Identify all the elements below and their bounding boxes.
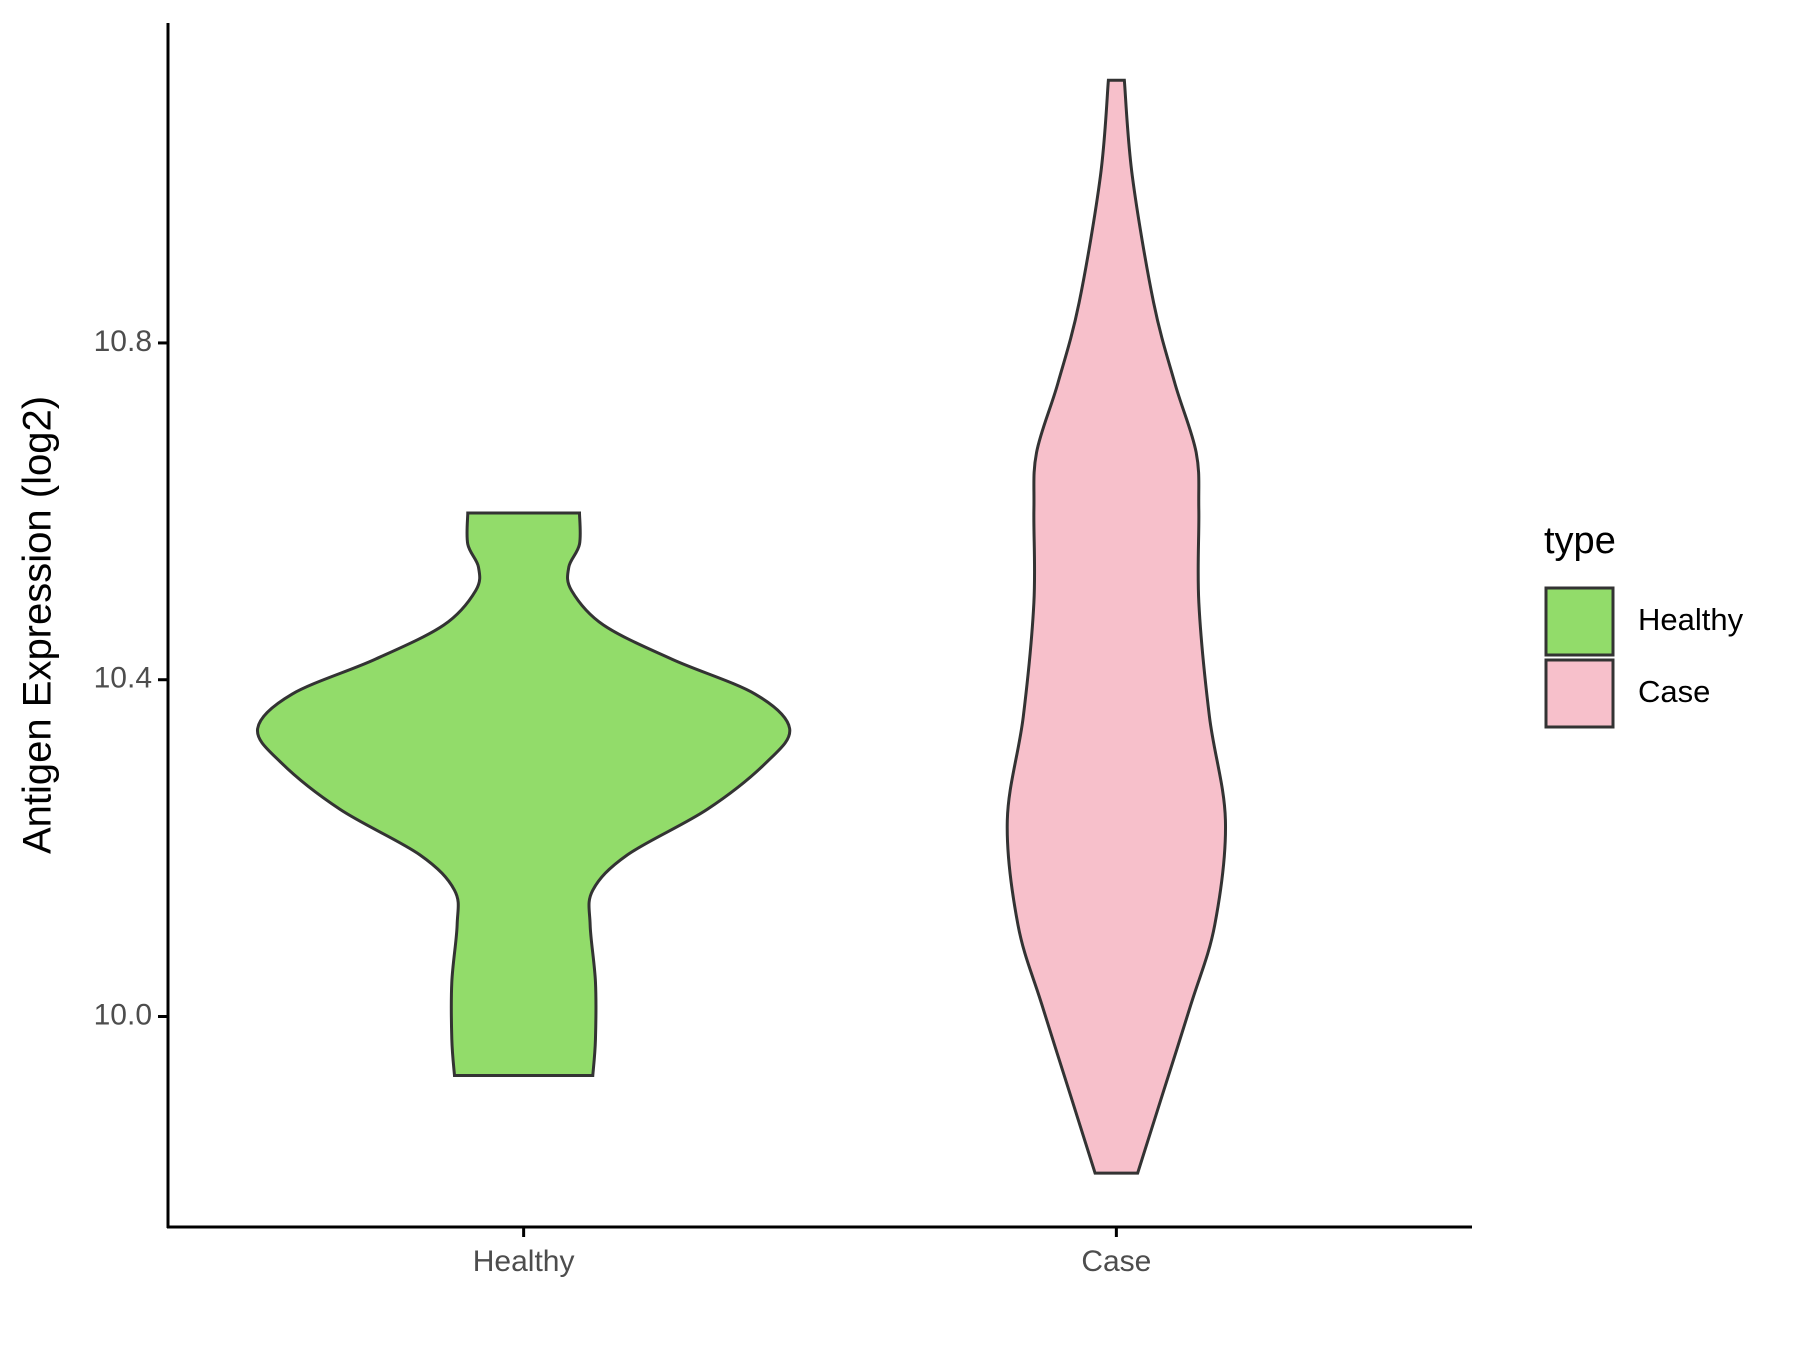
legend-key [1544, 658, 1615, 729]
legend-key [1544, 586, 1615, 657]
x-tick-label: Healthy [473, 1245, 575, 1278]
violin [256, 511, 792, 1077]
violin [1005, 78, 1228, 1175]
y-tick-label: 10.0 [94, 998, 152, 1031]
y-tick-label: 10.8 [94, 325, 152, 358]
y-tick-label: 10.4 [94, 662, 152, 695]
legend-label: Healthy [1638, 602, 1744, 637]
legend-title: type [1544, 520, 1616, 562]
y-axis-title: Antigen Expression (log2) [16, 396, 60, 854]
legend-label: Case [1638, 674, 1710, 709]
x-tick-label: Case [1081, 1245, 1151, 1278]
